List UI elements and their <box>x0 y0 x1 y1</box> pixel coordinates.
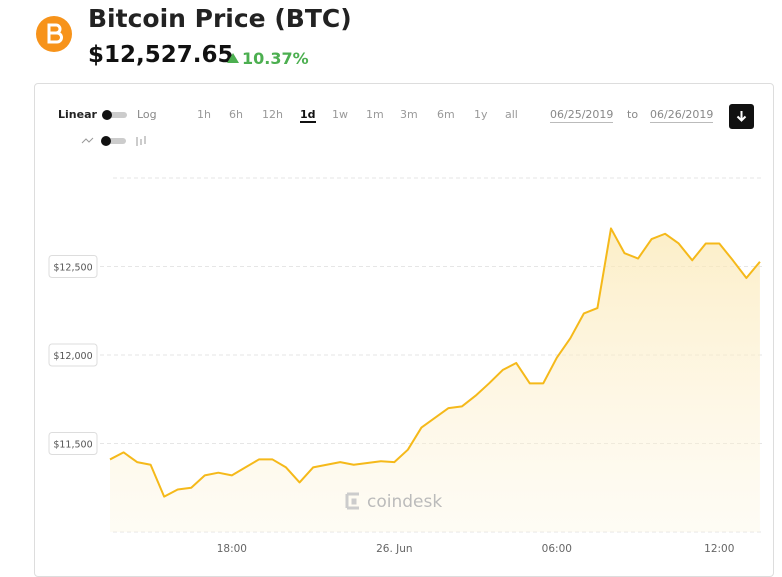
x-tick-label: 18:00 <box>217 543 247 555</box>
price: $12,527.65 <box>88 42 234 68</box>
toggle[interactable] <box>101 110 129 120</box>
x-tick-label: 12:00 <box>704 543 734 555</box>
x-tick-label: 06:00 <box>542 543 572 555</box>
y-tick-box <box>48 432 98 455</box>
x-tick-label: 26. Jun <box>376 543 412 555</box>
title: Bitcoin Price (BTC) <box>88 4 352 33</box>
range-option[interactable]: 12h <box>262 108 283 121</box>
price-change: 10.37% <box>242 49 309 68</box>
up-arrow <box>227 53 239 63</box>
scale-option[interactable]: Log <box>137 108 157 121</box>
y-tick-box <box>48 255 98 278</box>
area <box>110 228 760 532</box>
watermark: coindesk <box>345 492 442 512</box>
range-option[interactable]: all <box>505 108 518 121</box>
download-button[interactable] <box>729 104 754 129</box>
y-tick-label: $11,500 <box>53 440 92 451</box>
watermark-text: coindesk <box>367 492 442 512</box>
y-tick-label: $12,000 <box>53 351 92 362</box>
range-option[interactable]: 1y <box>474 108 488 121</box>
range-option[interactable]: 1d <box>300 108 316 123</box>
range-option[interactable]: 1w <box>332 108 348 121</box>
date-separator: to <box>627 108 639 121</box>
range-option[interactable]: 6m <box>437 108 455 121</box>
range-option[interactable]: 1m <box>366 108 384 121</box>
date-to[interactable]: 06/26/2019 <box>650 108 714 123</box>
y-tick-box <box>48 343 98 367</box>
btc-logo <box>36 16 72 52</box>
range-option[interactable]: 1h <box>197 108 211 121</box>
y-tick-label: $12,500 <box>53 263 92 274</box>
chart-style-toggle[interactable] <box>80 135 150 147</box>
range-option[interactable]: 3m <box>400 108 418 121</box>
date-from[interactable]: 06/25/2019 <box>550 108 614 123</box>
scale-option[interactable]: Linear <box>58 108 97 121</box>
range-option[interactable]: 6h <box>229 108 243 121</box>
line <box>109 227 761 498</box>
